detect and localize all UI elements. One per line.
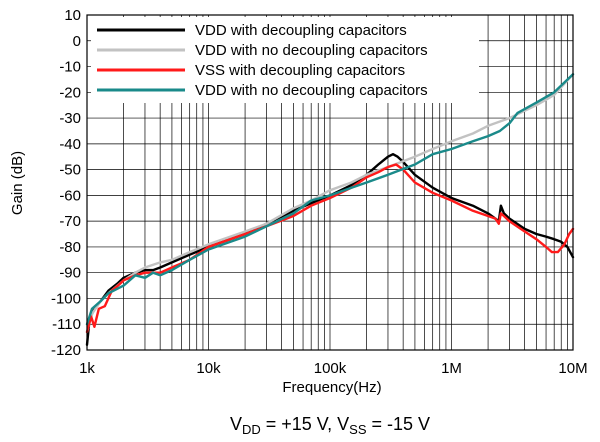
caption-text: = +15 V, V — [261, 414, 349, 434]
caption-subscript: SS — [349, 422, 367, 437]
x-tick-label: 1M — [441, 360, 462, 377]
y-tick-label: 0 — [73, 33, 81, 50]
caption-text: V — [230, 414, 242, 434]
y-tick-label: -20 — [59, 84, 81, 101]
x-tick-label: 1k — [79, 360, 95, 377]
x-axis-label: Frequency(Hz) — [282, 379, 381, 396]
caption-text: = -15 V — [367, 414, 431, 434]
legend-label-4: VDD with no decoupling capacitors — [195, 82, 428, 99]
x-tick-label: 10M — [558, 360, 587, 377]
y-tick-label: -40 — [59, 136, 81, 153]
x-tick-label: 10k — [196, 360, 221, 377]
series-line-4 — [85, 73, 575, 326]
supply-condition-caption: VDD​ = +15 V, VSS​ = -15 V — [230, 414, 430, 437]
y-tick-label: -110 — [52, 316, 81, 333]
y-tick-label: -50 — [59, 162, 81, 179]
series-layer — [85, 73, 575, 346]
legend-label-1: VDD with decoupling capacitors — [195, 22, 407, 39]
series-line-3 — [85, 163, 575, 334]
y-tick-label: -70 — [59, 213, 81, 230]
y-axis-label: Gain (dB) — [9, 151, 26, 215]
y-tick-label: -60 — [59, 187, 81, 204]
legend-label-3: VSS with decoupling capacitors — [195, 62, 405, 79]
legend-label-2: VDD with no decoupling capacitors — [195, 42, 428, 59]
y-tick-labels: 10 0 -10 -20 -30 -40 -50 -60 -70 -80 -90 -100 -110 -1… — [51, 7, 81, 359]
y-tick-label: -120 — [51, 342, 81, 359]
caption-subscript: DD — [242, 422, 261, 437]
y-tick-label: -100 — [51, 290, 81, 307]
x-tick-label: 100k — [314, 360, 347, 377]
y-tick-label: -80 — [59, 239, 81, 256]
y-tick-label: -30 — [59, 110, 81, 127]
x-tick-labels: 1k 10k 100k 1M 10M — [79, 360, 588, 377]
plot-frame — [86, 14, 574, 351]
legend: VDD with decoupling capacitors VDD with n… — [91, 17, 479, 103]
y-tick-label: -90 — [59, 265, 81, 282]
y-tick-label: 10 — [64, 7, 81, 24]
y-tick-label: -10 — [59, 59, 81, 76]
